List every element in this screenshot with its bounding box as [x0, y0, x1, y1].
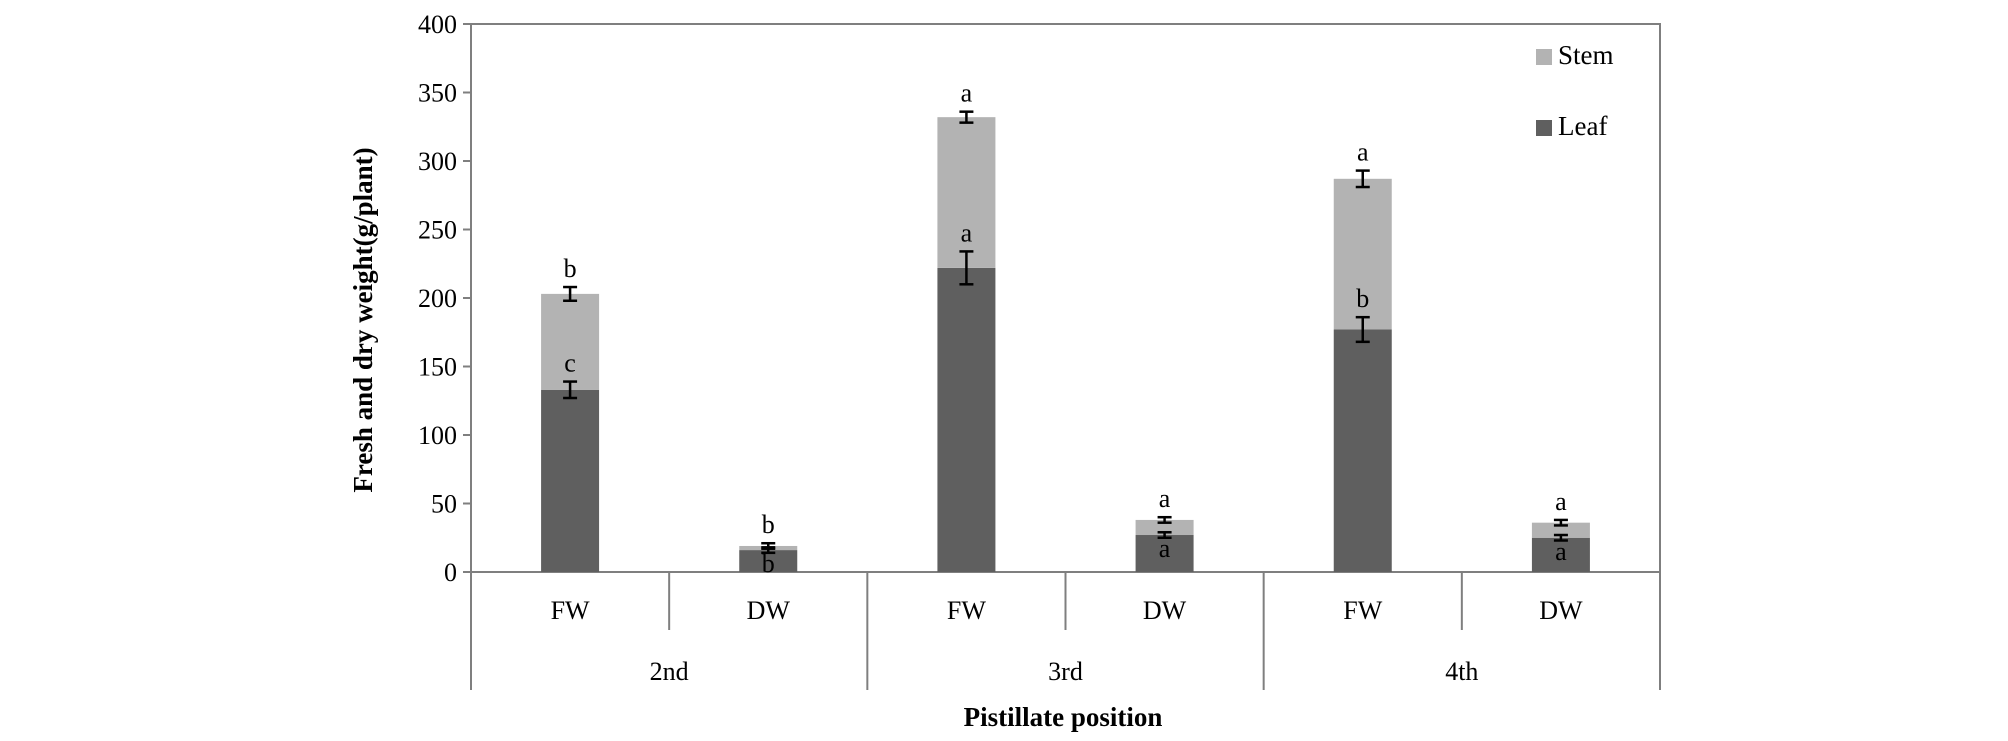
x-group-label: 2nd: [650, 657, 689, 686]
bar-leaf: [739, 550, 798, 572]
plot-frame: [470, 23, 1661, 573]
x-group-label: 3rd: [1048, 657, 1083, 686]
bar-stem: [1135, 519, 1194, 536]
y-tick-label: 300: [418, 147, 457, 176]
bar-leaf: [1531, 537, 1590, 572]
error-bar-stem: [563, 285, 578, 302]
y-tick-label: 350: [418, 79, 457, 108]
error-bar-leaf: [1355, 315, 1370, 344]
y-axis: 0 50 100 150 200 250 300 350 400: [418, 10, 471, 587]
error-bar-stem: [1157, 515, 1172, 524]
bar-stem: [1531, 522, 1590, 538]
sig-label-stem: b: [762, 510, 775, 539]
sig-label-leaf: a: [1555, 537, 1567, 566]
legend-label: Stem: [1558, 40, 1614, 70]
x-category-label: FW: [551, 596, 590, 625]
sig-label-leaf: a: [961, 218, 973, 247]
bar-leaf: [1333, 329, 1392, 572]
plot-border: [470, 23, 1661, 573]
y-tick-label: 200: [418, 284, 457, 313]
legend-swatch: [1536, 49, 1552, 65]
bar-leaf: [937, 267, 996, 572]
error-bar-stem: [1355, 169, 1370, 189]
bar-stem: [937, 117, 996, 268]
sig-label-leaf: b: [762, 549, 775, 578]
y-tick-label: 150: [418, 353, 457, 382]
error-bar-leaf: [959, 250, 974, 286]
x-category-label: FW: [1343, 596, 1382, 625]
sig-label-stem: a: [1357, 138, 1369, 167]
error-bar-stem: [1553, 518, 1568, 527]
error-bar-stem: [761, 541, 776, 550]
x-axis-title: Pistillate position: [964, 702, 1163, 732]
error-bar-leaf: [1553, 533, 1568, 542]
y-tick-label: 400: [418, 10, 457, 39]
sig-label-stem: a: [1159, 484, 1171, 513]
legend-swatch: [1536, 120, 1552, 136]
y-tick-label: 0: [444, 558, 457, 587]
y-tick-label: 100: [418, 421, 457, 450]
bar-stem: [1333, 178, 1392, 330]
x-category-label: FW: [947, 596, 986, 625]
x-axis: FW DW FW DW FW DW 2nd 3rd 4th: [470, 572, 1661, 690]
bar-leaf: [541, 389, 600, 572]
x-category-label: DW: [747, 596, 791, 625]
legend-label: Leaf: [1558, 111, 1607, 141]
y-axis-title: Fresh and dry weight(g/plant): [348, 147, 378, 492]
bars: [541, 117, 1590, 572]
bar-stem: [541, 293, 600, 390]
x-category-label: DW: [1143, 596, 1187, 625]
bar-leaf: [1135, 535, 1194, 572]
legend: Stem Leaf: [1536, 40, 1614, 141]
legend-item-stem: Stem: [1536, 40, 1614, 70]
error-bars: [563, 110, 1568, 555]
sig-label-leaf: b: [1356, 284, 1369, 313]
error-bar-stem: [959, 110, 974, 124]
sig-label-leaf: a: [1159, 534, 1171, 563]
y-tick-label: 250: [418, 216, 457, 245]
sig-label-stem: b: [564, 254, 577, 283]
x-category-label: DW: [1539, 596, 1583, 625]
y-tick-label: 50: [431, 490, 457, 519]
error-bar-leaf: [563, 380, 578, 400]
error-bar-leaf: [1157, 531, 1172, 539]
sig-label-stem: a: [1555, 487, 1567, 516]
legend-item-leaf: Leaf: [1536, 111, 1607, 141]
x-group-label: 4th: [1445, 657, 1478, 686]
sig-label-stem: a: [961, 79, 973, 108]
sig-label-leaf: c: [564, 349, 576, 378]
